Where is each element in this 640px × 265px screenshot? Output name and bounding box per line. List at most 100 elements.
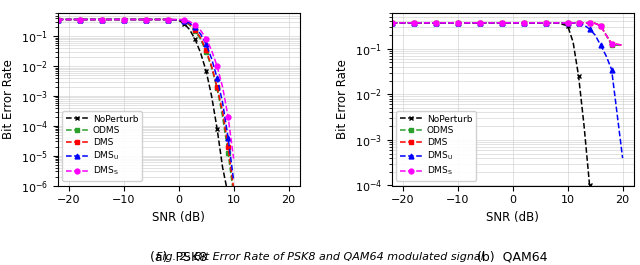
DMS [410,21,417,24]
NoPerturb [87,18,95,21]
DMS$_\mathrm{U}$ [191,26,199,29]
DMS$_\mathrm{S}$ [553,21,561,24]
DMS [87,18,95,21]
DMS$_\mathrm{U}$ [131,18,138,21]
DMS$_\mathrm{U}$ [410,21,417,24]
DMS$_\mathrm{S}$ [164,18,172,21]
DMS [541,21,549,24]
DMS [196,36,204,39]
DMS$_\mathrm{U}$ [487,21,495,24]
DMS$_\mathrm{U}$ [432,21,440,24]
ODMS [388,21,396,24]
DMS$_\mathrm{U}$ [186,21,193,25]
Y-axis label: Bit Error Rate: Bit Error Rate [2,59,15,139]
DMS [553,21,561,24]
DMS [219,110,227,113]
DMS$_\mathrm{S}$ [575,21,582,24]
DMS$_\mathrm{U}$ [541,21,549,24]
ODMS [208,66,216,69]
NoPerturb [541,21,549,24]
DMS$_\mathrm{U}$ [553,21,561,24]
DMS$_\mathrm{S}$ [98,18,106,21]
DMS [591,22,599,25]
DMS$_\mathrm{U}$ [87,18,95,21]
ODMS [230,193,237,196]
NoPerturb [553,21,561,24]
NoPerturb [520,21,527,24]
X-axis label: SNR (dB): SNR (dB) [486,211,539,224]
ODMS [586,21,593,24]
DMS [180,19,188,23]
DMS [109,18,116,21]
DMS$_\mathrm{U}$ [420,21,428,24]
NoPerturb [208,95,216,98]
DMS [569,21,577,24]
DMS$_\mathrm{U}$ [219,101,227,104]
Line: DMS$_\mathrm{U}$: DMS$_\mathrm{U}$ [389,20,625,161]
ODMS [476,21,483,24]
NoPerturb [454,21,461,24]
NoPerturb [443,21,451,24]
NoPerturb [153,18,161,21]
ODMS [164,18,172,21]
DMS [619,43,627,47]
ODMS [509,21,516,24]
NoPerturb [164,18,172,21]
DMS [120,18,127,21]
X-axis label: SNR (dB): SNR (dB) [152,211,205,224]
NoPerturb [432,21,440,24]
ODMS [202,50,210,54]
DMS$_\mathrm{S}$ [131,18,138,21]
DMS$_\mathrm{U}$ [596,43,604,47]
DMS [142,18,150,21]
NoPerturb [596,198,604,201]
DMS$_\mathrm{U}$ [498,21,506,24]
ODMS [443,21,451,24]
DMS$_\mathrm{S}$ [608,42,616,45]
DMS$_\mathrm{S}$ [219,86,227,89]
Line: DMS$_\mathrm{U}$: DMS$_\mathrm{U}$ [55,17,236,183]
ODMS [591,22,599,25]
DMS [509,21,516,24]
NoPerturb [602,198,610,201]
NoPerturb [98,18,106,21]
DMS [224,145,232,148]
DMS [420,21,428,24]
DMS [465,21,472,24]
ODMS [153,18,161,21]
DMS$_\mathrm{U}$ [98,18,106,21]
NoPerturb [219,166,227,169]
DMS [175,18,182,21]
DMS$_\mathrm{S}$ [120,18,127,21]
DMS$_\mathrm{U}$ [531,21,538,24]
ODMS [142,18,150,21]
DMS$_\mathrm{S}$ [202,37,210,40]
NoPerturb [120,18,127,21]
NoPerturb [410,21,417,24]
DMS [580,21,588,24]
Line: DMS: DMS [55,17,236,191]
ODMS [219,115,227,118]
Text: Fig. 2: Bit Error Rate of PSK8 and QAM64 modulated signal: Fig. 2: Bit Error Rate of PSK8 and QAM64… [156,252,484,262]
DMS$_\mathrm{S}$ [191,24,199,27]
DMS$_\mathrm{S}$ [541,21,549,24]
NoPerturb [575,74,582,78]
NoPerturb [76,18,83,21]
NoPerturb [509,21,516,24]
NoPerturb [465,21,472,24]
ODMS [432,21,440,24]
DMS$_\mathrm{S}$ [596,24,604,27]
DMS [186,23,193,26]
DMS$_\mathrm{U}$ [213,77,221,80]
ODMS [564,21,572,24]
DMS$_\mathrm{S}$ [399,21,406,24]
DMS$_\mathrm{S}$ [420,21,428,24]
DMS [153,18,161,21]
Text: (b)  QAM64: (b) QAM64 [477,251,548,264]
NoPerturb [196,51,204,55]
NoPerturb [65,18,72,21]
DMS$_\mathrm{S}$ [153,18,161,21]
DMS [98,18,106,21]
DMS$_\mathrm{U}$ [465,21,472,24]
DMS$_\mathrm{S}$ [54,18,61,21]
